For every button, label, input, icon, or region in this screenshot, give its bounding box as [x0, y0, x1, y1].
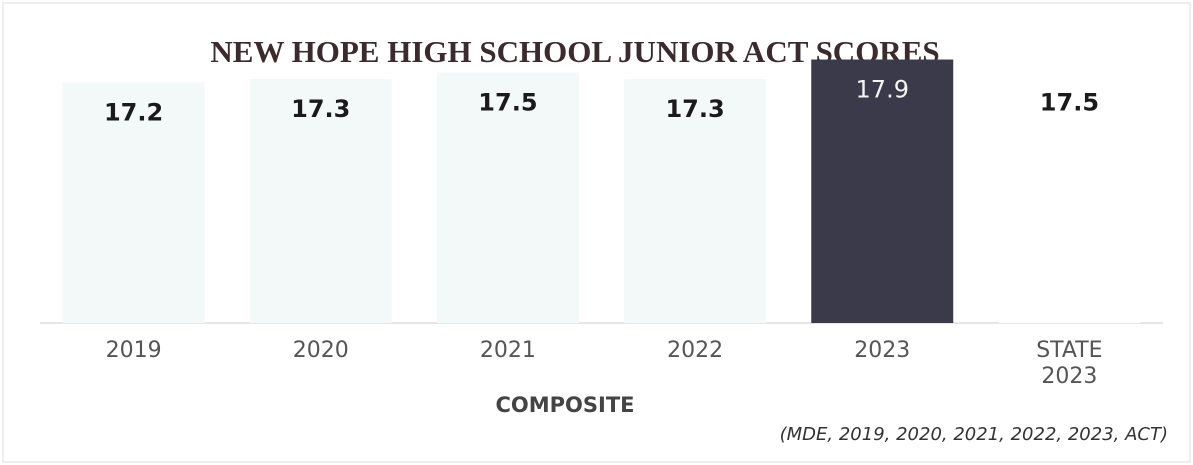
bar: [249, 79, 392, 323]
value-label: 17.5: [1040, 89, 1099, 117]
x-tick-label: STATE 2023: [1036, 338, 1103, 389]
bar: [998, 72, 1141, 323]
value-label: 17.9: [856, 76, 909, 104]
bar: [811, 59, 954, 323]
value-label: 17.2: [104, 98, 163, 126]
value-label: 17.5: [478, 89, 537, 117]
x-tick-label: 2021: [479, 338, 536, 363]
bar: [62, 82, 205, 323]
value-label: 17.3: [665, 95, 724, 123]
x-tick-label: 2020: [292, 338, 349, 363]
x-tick-label: 2019: [105, 338, 162, 363]
x-tick-label: 2023: [854, 338, 911, 363]
x-axis-label: COMPOSITE: [495, 393, 634, 417]
x-tick-label: 2022: [667, 338, 724, 363]
bar: [624, 79, 767, 323]
source-note: (MDE, 2019, 2020, 2021, 2022, 2023, ACT): [780, 424, 1168, 445]
value-label: 17.3: [291, 95, 350, 123]
bar: [436, 72, 579, 323]
